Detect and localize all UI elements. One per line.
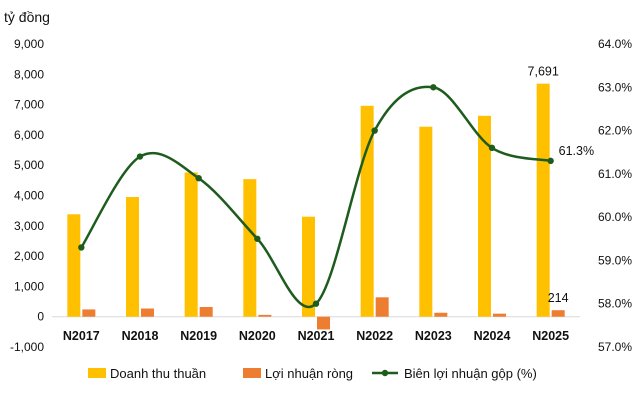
bar-doanh-thu-thuan — [184, 172, 198, 317]
legend-label: Biên lợi nhuận gộp (%) — [404, 366, 537, 381]
legend-label: Lợi nhuận ròng — [265, 366, 353, 381]
left-tick-label: 2,000 — [14, 249, 44, 263]
line-point — [488, 144, 496, 152]
category-label: N2017 — [63, 329, 100, 343]
bar-series — [67, 83, 565, 330]
left-tick-label: -1,000 — [10, 340, 44, 354]
legend-swatch — [88, 368, 106, 378]
category-label: N2023 — [415, 329, 452, 343]
bar-loi-nhuan-rong — [82, 309, 96, 317]
right-tick-label: 64.0% — [598, 37, 632, 51]
category-label: N2024 — [474, 329, 511, 343]
legend-swatch — [243, 368, 261, 378]
left-tick-label: 0 — [37, 310, 44, 324]
bar-loi-nhuan-rong — [199, 307, 213, 317]
legend: Doanh thu thuần Lợi nhuận ròng Biên lợi nh… — [88, 366, 537, 381]
bar-doanh-thu-thuan — [67, 214, 81, 317]
data-label: 61.3% — [559, 144, 594, 158]
category-label: N2019 — [180, 329, 217, 343]
bar-doanh-thu-thuan — [419, 126, 433, 317]
bar-loi-nhuan-rong — [493, 313, 506, 317]
right-tick-label: 60.0% — [598, 210, 632, 224]
right-tick-label: 62.0% — [598, 124, 632, 138]
category-label: N2020 — [239, 329, 276, 343]
line-point — [136, 153, 144, 160]
right-tick-label: 58.0% — [598, 297, 632, 311]
category-label: N2025 — [532, 329, 569, 343]
bar-doanh-thu-thuan — [478, 115, 491, 317]
bar-loi-nhuan-rong — [375, 297, 389, 317]
data-label: 214 — [548, 291, 569, 305]
bar-doanh-thu-thuan — [302, 216, 315, 317]
right-tick-label: 57.0% — [598, 340, 632, 354]
line-point — [547, 157, 554, 165]
legend-label: Doanh thu thuần — [110, 366, 206, 381]
line-series — [78, 84, 554, 308]
category-label: N2022 — [356, 329, 393, 343]
bar-loi-nhuan-rong — [434, 312, 448, 317]
left-tick-label: 6,000 — [14, 128, 44, 142]
data-labels: 7,691 214 61.3% — [528, 65, 595, 306]
data-label: 7,691 — [528, 65, 559, 79]
bar-loi-nhuan-rong — [141, 308, 154, 317]
bar-loi-nhuan-rong — [551, 310, 565, 317]
line-point — [371, 127, 378, 134]
category-label: N2018 — [122, 329, 159, 343]
line-point — [195, 174, 202, 182]
line-point — [430, 84, 437, 91]
left-tick-label: 8,000 — [14, 67, 44, 81]
left-tick-label: 1,000 — [14, 279, 44, 293]
legend-marker — [381, 369, 389, 377]
right-tick-label: 59.0% — [598, 253, 632, 267]
left-tick-label: 9,000 — [14, 37, 44, 51]
left-tick-label: 5,000 — [14, 158, 44, 172]
line-point — [254, 235, 261, 242]
left-tick-label: 3,000 — [14, 219, 44, 233]
right-axis: 57.0% 58.0% 59.0% 60.0% 61.0% 62.0% 63.0% 64.0% — [598, 37, 632, 354]
left-tick-label: 7,000 — [14, 98, 44, 112]
bar-doanh-thu-thuan — [243, 179, 257, 317]
right-tick-label: 61.0% — [598, 167, 632, 181]
bar-doanh-thu-thuan — [536, 83, 550, 317]
category-label: N2021 — [298, 329, 335, 343]
line-point — [78, 244, 85, 251]
unit-label: tỷ đồng — [4, 9, 50, 25]
right-tick-label: 63.0% — [598, 80, 632, 94]
line-point — [312, 300, 320, 307]
bar-doanh-thu-thuan — [126, 197, 139, 317]
bar-loi-nhuan-rong — [258, 314, 272, 317]
bar-loi-nhuan-rong — [317, 316, 330, 330]
left-axis: -1,000 0 1,000 2,000 3,000 4,000 5,000 6,000 7,0… — [10, 37, 44, 354]
left-tick-label: 4,000 — [14, 189, 44, 203]
category-axis: N2017 N2018 N2019 N2020 N2021 N2022 N2023 N2024… — [63, 329, 569, 343]
